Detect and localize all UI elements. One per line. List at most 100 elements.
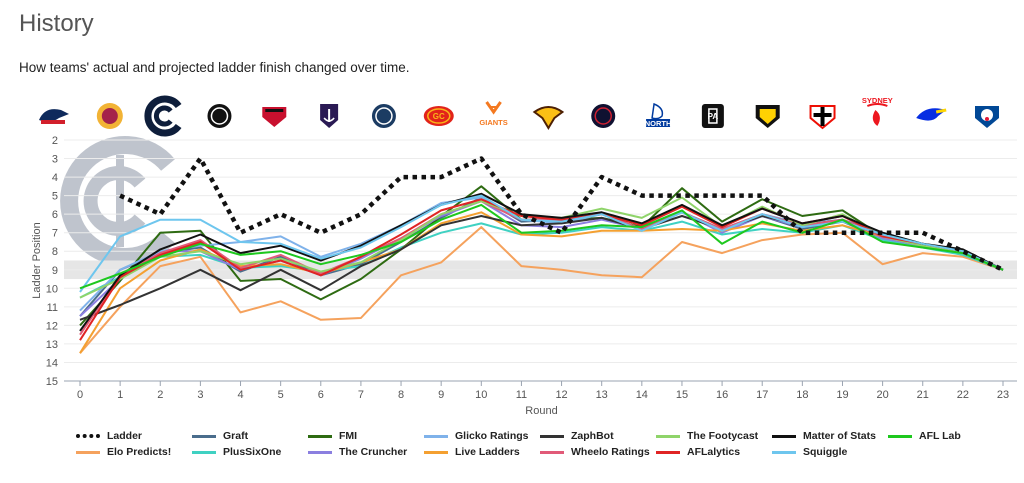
legend-swatch [192,450,216,454]
legend-swatch [308,450,332,454]
legend-item[interactable]: The Footycast [656,430,772,442]
legend-swatch [540,434,564,438]
y-tick-label: 7 [52,228,58,240]
y-axis-ticks: 2 3 4 5 6 7 8 9 10 11 12 13 14 15 [46,135,58,388]
series-line-ladder[interactable] [119,156,1004,272]
team-logo-brisbane[interactable]: Brisbane [96,103,123,129]
legend-swatch [308,434,332,438]
y-tick-label: 6 [52,209,58,221]
y-tick-label: 13 [46,339,58,351]
legend-label: ZaphBot [571,430,614,442]
team-logo-richmond[interactable]: Richmond [755,105,780,128]
page-subtitle: How teams' actual and projected ladder f… [19,60,410,75]
team-logo-adelaide[interactable]: Adelaide [39,109,69,124]
legend-item[interactable]: Matter of Stats [772,430,888,442]
series-line-matter-of-stats[interactable] [79,192,1004,332]
team-logo-hawthorn[interactable]: Hawthorn [532,106,565,130]
legend-label: Ladder [107,430,143,442]
legend-swatch [540,450,564,454]
team-logo-collingwood[interactable]: Collingwood [207,104,232,128]
legend-item[interactable]: Wheelo Ratings [540,446,656,458]
legend-label: Glicko Ratings [455,430,529,442]
team-logo-western-bulldogs[interactable]: Western Bulldogs [975,106,999,128]
watermark-c-inner [83,166,146,236]
y-tick-label: 15 [46,376,58,388]
legend-item[interactable]: Live Ladders [424,446,540,458]
legend-swatch [656,434,680,438]
x-tick-label: 4 [237,389,243,401]
legend-label: Matter of Stats [803,430,876,442]
legend-swatch [76,450,100,454]
y-tick-label: 2 [52,135,58,147]
watermark-c-outer [60,136,175,266]
legend-label: AFL Lab [919,430,961,442]
team-logo-gws[interactable]: GWSGIANTS [479,101,508,127]
y-tick-label: 5 [52,191,58,203]
legend-label: Live Ladders [455,446,520,458]
legend-swatch [888,434,912,438]
legend-item[interactable]: FMI [308,430,424,442]
legend-label: FMI [339,430,358,442]
legend-swatch [772,450,796,454]
legend-label: Squiggle [803,446,848,458]
legend-item[interactable]: The Cruncher [308,446,424,458]
legend-item[interactable]: PlusSixOne [192,446,308,458]
x-tick-label: 21 [917,389,929,401]
x-tick-label: 5 [278,389,284,401]
legend-swatch [192,434,216,438]
y-tick-label: 10 [46,283,58,295]
y-tick-label: 9 [52,265,58,277]
legend-swatch [76,434,100,438]
team-logo-text: PA [708,112,719,121]
watermark-stem [116,155,124,247]
x-tick-label: 14 [636,389,648,401]
legend-item[interactable]: Glicko Ratings [424,430,540,442]
x-tick-label: 3 [197,389,203,401]
x-tick-label: 15 [676,389,688,401]
legend-item[interactable]: ZaphBot [540,430,656,442]
x-axis-label: Round [525,405,557,417]
legend-item[interactable]: Elo Predicts! [76,446,192,458]
x-tick-label: 9 [438,389,444,401]
legend-item[interactable]: Ladder [76,430,192,442]
legend-label: Wheelo Ratings [571,446,650,458]
page-title: History [19,10,94,37]
legend-item[interactable]: Graft [192,430,308,442]
team-logo-fremantle[interactable]: Fremantle [320,104,339,128]
chart-legend: Ladder Graft FMI Glicko Ratings ZaphBot The F… [76,430,976,458]
y-tick-label: 4 [52,172,58,184]
series-line-afl-lab[interactable] [79,203,1004,290]
legend-label: AFLalytics [687,446,741,458]
legend-item[interactable]: AFL Lab [888,430,978,442]
x-tick-label: 12 [555,389,567,401]
team-logo-essendon[interactable]: Essendon [262,107,287,127]
legend-swatch [656,450,680,454]
x-tick-label: 11 [516,389,527,401]
legend-label: Graft [223,430,249,442]
legend-item[interactable]: AFLalytics [656,446,772,458]
y-tick-label: 11 [47,302,58,314]
x-tick-label: 1 [117,389,123,401]
team-logo-west-coast[interactable]: West Coast [916,108,947,121]
x-tick-label: 22 [957,389,969,401]
legend-label: The Cruncher [339,446,408,458]
team-logo-st-kilda[interactable]: St Kilda [809,105,836,130]
team-logo-text: SYDNEY [862,96,893,105]
series-line-elo-predicts[interactable] [79,226,1004,354]
team-logo-north-melbourne[interactable]: North Melbourne NORTH [645,102,672,128]
team-logo-gold-coast[interactable]: Gold CoastGC [423,106,454,126]
legend-label: The Footycast [687,430,759,442]
carlton-watermark-logo [60,136,175,266]
legend-label: Elo Predicts! [107,446,172,458]
team-logo-row: Adelaide Brisbane Carlton Collingwood Essend… [39,95,999,137]
legend-label: PlusSixOne [223,446,282,458]
legend-item[interactable]: Squiggle [772,446,888,458]
team-logo-port-adelaide[interactable]: Port AdelaidePA [701,104,724,128]
team-logo-carlton[interactable]: Carlton [144,95,182,137]
team-logo-melbourne[interactable]: Melbourne [591,104,616,128]
team-logo-sydney[interactable]: SydneySYDNEY [862,96,893,126]
team-logo-geelong[interactable]: Geelong [371,104,396,128]
y-tick-label: 8 [52,246,58,258]
x-tick-label: 0 [77,389,83,401]
x-tick-label: 7 [358,389,364,401]
